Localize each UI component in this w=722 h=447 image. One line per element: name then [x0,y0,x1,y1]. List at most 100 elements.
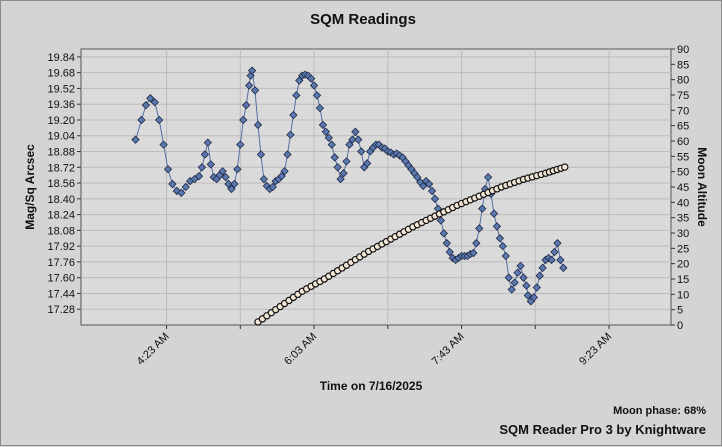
y2-tick-label: 40 [677,197,689,209]
data-point [550,247,559,257]
y2-tick-label: 20 [677,259,689,271]
data-point [277,171,286,181]
data-point [351,127,360,136]
data-point [315,103,325,113]
data-point [342,157,351,166]
y2-tick-label: 10 [677,289,689,301]
data-point [306,74,316,83]
data-point [345,140,354,149]
data-point [489,209,499,218]
data-point [498,241,508,251]
data-point [339,169,348,178]
data-point [206,160,215,169]
data-point [230,179,239,189]
data-point [475,224,484,233]
data-point [163,165,173,174]
y-tick-label: 19.52 [47,83,75,95]
data-point [419,181,428,191]
y2-tick-label: 5 [677,305,683,317]
y-tick-label: 17.60 [47,273,75,285]
data-point [348,135,357,144]
data-point [561,163,569,171]
data-point [357,147,366,156]
data-point [336,174,345,184]
y2-tick-label: 0 [677,320,683,332]
data-point [236,140,245,149]
data-point [430,194,440,203]
data-point [442,239,451,248]
data-point [559,263,568,272]
data-point [516,261,525,271]
y2-tick-label: 90 [677,44,689,56]
data-point [519,273,528,282]
data-point [289,110,298,120]
y-tick-label: 18.88 [47,147,75,159]
data-point [427,186,437,196]
y-axis-label: Mag/Sq Arcsec [23,144,37,230]
data-point [510,278,519,287]
y2-tick-label: 75 [677,90,689,102]
series-moon-altitude [254,163,569,326]
data-point [227,184,236,194]
x-axis-label: Time on 7/16/2025 [320,379,423,393]
data-point [141,101,151,110]
y2-tick-label: 25 [677,243,689,255]
data-point [445,247,454,257]
y-tick-label: 17.44 [47,288,75,300]
x-tick-label: 4:23 AM [135,331,172,368]
data-point [483,172,493,182]
data-point [354,135,363,144]
left-axis: 19.84 19.68 19.52 19.36 19.20 19.04 18.88 18.72… [47,52,81,316]
data-point [233,165,242,174]
data-point [529,293,538,302]
data-point [547,255,556,265]
data-point [247,66,257,75]
brand-label: SQM Reader Pro 3 by Knightware [499,422,706,437]
data-point [168,179,177,189]
plot-area [80,48,672,326]
x-tick-label: 9:23 AM [577,331,614,368]
data-point [469,248,478,258]
y-tick-label: 18.24 [47,210,75,222]
data-point [256,150,266,159]
data-point [532,283,541,292]
data-point [513,268,522,277]
y2-tick-label: 70 [677,105,689,117]
chart-title: SQM Readings [310,11,416,28]
y2-tick-label: 50 [677,167,689,179]
y-tick-label: 18.40 [47,194,75,206]
data-point [333,163,342,172]
data-point [172,186,182,196]
data-point [181,182,190,192]
data-point [535,271,544,280]
data-point [439,229,449,238]
data-point [177,188,186,198]
data-point [250,86,260,95]
data-point [424,179,434,189]
data-point [553,239,562,248]
x-tick-label: 7:43 AM [430,331,467,368]
y-tick-label: 18.08 [47,225,75,237]
data-point [504,273,513,282]
data-point [362,159,372,168]
data-point [194,171,204,181]
data-point [159,140,168,149]
y2-tick-label: 55 [677,151,689,163]
data-point [295,76,304,85]
data-point [330,153,339,162]
data-point [321,127,331,136]
data-point [478,204,487,213]
data-point [224,179,233,189]
data-point [556,255,565,265]
y-tick-label: 19.04 [47,131,75,143]
y2-tick-label: 45 [677,182,689,194]
y-tick-label: 19.84 [47,52,75,64]
y-tick-label: 18.72 [47,162,75,174]
data-point [283,150,292,159]
x-axis: 4:23 AM 6:03 AM 7:43 AM 9:23 AM [135,325,614,368]
data-point [146,94,155,103]
y2-tick-label: 30 [677,228,689,240]
data-point [501,251,510,261]
